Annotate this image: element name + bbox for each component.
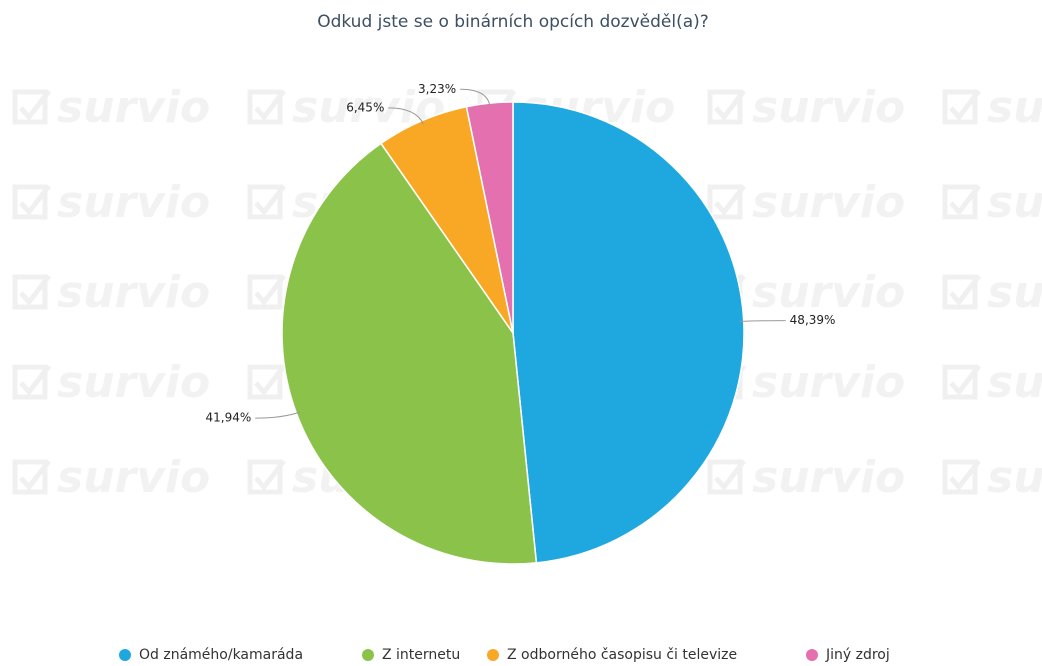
legend-marker: [362, 649, 374, 661]
watermark-check: [942, 274, 981, 310]
watermark-check: [942, 184, 981, 220]
watermark-check: [247, 459, 286, 495]
watermark-check: [12, 364, 51, 400]
pie: 48,39% 41,94% 6,45% 3,23%: [205, 82, 836, 565]
legend-marker: [119, 649, 131, 661]
watermark-check: [247, 89, 286, 125]
watermark-text: survio: [987, 357, 1042, 408]
watermark-text: survio: [752, 82, 905, 133]
watermark-text: survio: [752, 177, 905, 228]
watermark-text: survio: [57, 82, 210, 133]
watermark-check: [942, 459, 981, 495]
value-label: 6,45%: [346, 100, 384, 114]
watermark-check: [247, 364, 286, 400]
watermark-check: [12, 89, 51, 125]
value-label: 41,94%: [205, 411, 251, 425]
watermark-text: survio: [987, 82, 1042, 133]
watermark-text: survio: [57, 177, 210, 228]
watermark-check: [942, 89, 981, 125]
leader-line: [739, 320, 786, 322]
legend-label: Z internetu: [382, 647, 460, 663]
watermark-text: survio: [987, 452, 1042, 503]
watermark-check: [707, 459, 746, 495]
legend-label: Jiný zdroj: [825, 647, 890, 663]
legend-label: Od známého/kamaráda: [139, 647, 303, 663]
watermark-check: [942, 364, 981, 400]
watermark-text: survio: [752, 357, 905, 408]
watermark-check: [707, 89, 746, 125]
watermark-check: [12, 274, 51, 310]
watermark-check: [707, 184, 746, 220]
watermark-text: survio: [987, 177, 1042, 228]
watermark-text: survio: [987, 267, 1042, 318]
watermark-check: [247, 274, 286, 310]
legend-label: Z odborného časopisu či televize: [507, 647, 737, 663]
value-label: 48,39%: [790, 313, 836, 327]
watermark-text: survio: [752, 267, 905, 318]
legend: Od známého/kamaráda Z internetu Z odbornéh…: [119, 647, 890, 663]
legend-marker: [806, 649, 818, 661]
watermark-check: [12, 184, 51, 220]
watermark-check: [12, 459, 51, 495]
watermark-text: survio: [57, 452, 210, 503]
leader-line: [460, 88, 491, 108]
leader-line: [388, 107, 424, 125]
watermark-check: [247, 184, 286, 220]
chart-title: Odkud jste se o binárních opcích dozvědě…: [317, 12, 709, 32]
legend-marker: [487, 649, 499, 661]
leader-line: [255, 411, 301, 419]
watermark-text: survio: [752, 452, 905, 503]
value-label: 3,23%: [418, 82, 456, 96]
watermark-text: survio: [57, 267, 210, 318]
watermark-text: survio: [57, 357, 210, 408]
